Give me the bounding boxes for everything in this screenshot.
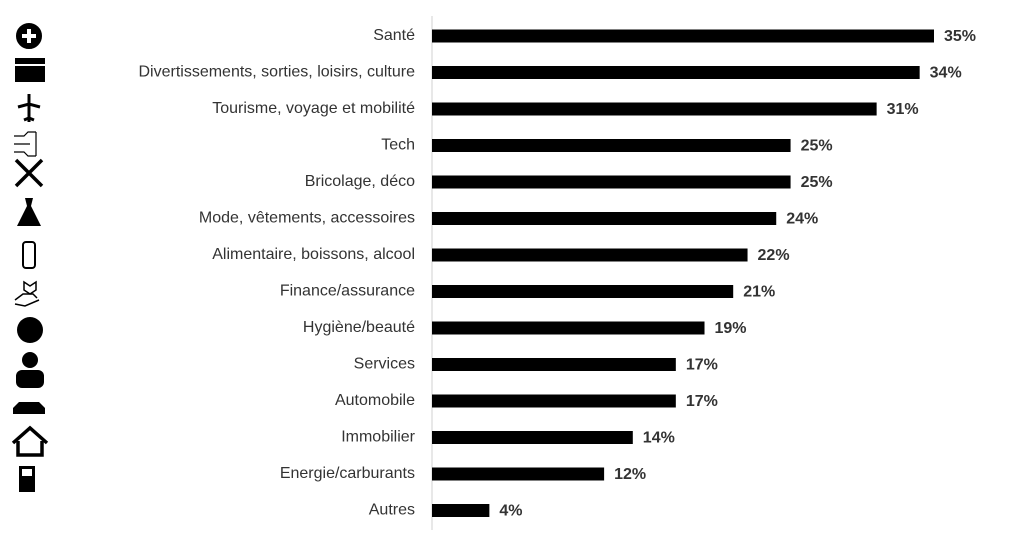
icons	[11, 23, 49, 492]
icon-hand	[14, 293, 40, 307]
bar	[432, 285, 734, 298]
value-label: 19%	[715, 320, 747, 337]
category-label: Services	[354, 356, 415, 373]
bar	[432, 358, 676, 371]
category-label: Mode, vêtements, accessoires	[199, 210, 415, 227]
value-label: 14%	[643, 430, 675, 447]
icon-pump-window	[22, 469, 32, 476]
bar	[432, 66, 920, 79]
bar	[432, 102, 877, 116]
bar	[432, 175, 791, 189]
value-label: 31%	[887, 101, 919, 118]
icon-clapper	[15, 66, 45, 82]
bar	[432, 394, 676, 408]
value-label: 24%	[786, 211, 818, 228]
icon-person-body	[16, 370, 44, 388]
value-label: 25%	[801, 138, 833, 155]
category-label: Tech	[381, 137, 415, 154]
category-label: Autres	[369, 502, 415, 519]
value-label: 12%	[614, 466, 646, 483]
category-label: Immobilier	[341, 429, 415, 446]
icon-bottle	[22, 241, 36, 269]
bar	[432, 467, 605, 481]
value-label: 25%	[801, 174, 833, 191]
value-label: 4%	[499, 503, 522, 520]
icon-health-cross	[22, 29, 36, 43]
icon-tech	[14, 131, 37, 157]
value-label: 35%	[944, 28, 976, 45]
value-label: 34%	[930, 65, 962, 82]
icon-clapper-top	[15, 58, 45, 64]
icon-dress	[17, 198, 41, 226]
icon-house	[11, 425, 49, 457]
value-label: 21%	[743, 284, 775, 301]
value-label: 17%	[686, 357, 718, 374]
category-label: Energie/carburants	[280, 465, 415, 482]
category-label: Tourisme, voyage et mobilité	[212, 100, 415, 117]
category-label: Finance/assurance	[280, 283, 415, 300]
bar	[432, 504, 490, 517]
icon-shield	[23, 280, 37, 295]
bar	[432, 139, 791, 152]
category-label: Divertissements, sorties, loisirs, cultu…	[138, 64, 415, 81]
icon-plane	[17, 94, 41, 122]
value-label: 17%	[686, 393, 718, 410]
bar	[432, 431, 633, 444]
category-label: Hygiène/beauté	[303, 319, 415, 336]
category-label: Santé	[373, 27, 415, 44]
value-label: 22%	[758, 247, 790, 264]
category-label: Bricolage, déco	[305, 173, 415, 190]
icon-car	[13, 402, 45, 414]
icon-person-head	[22, 352, 38, 368]
icon-hygiene	[17, 317, 43, 343]
bar	[432, 321, 705, 335]
category-label: Alimentaire, boissons, alcool	[212, 246, 415, 263]
category-label: Automobile	[335, 392, 415, 409]
bar	[432, 248, 748, 262]
icon-tools	[14, 158, 44, 188]
bar	[432, 29, 934, 43]
bar	[432, 212, 777, 225]
